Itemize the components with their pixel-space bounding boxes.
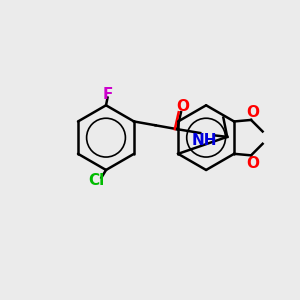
Text: O: O [246,156,259,171]
Text: NH: NH [191,133,217,148]
Text: F: F [102,87,113,102]
Text: O: O [176,99,189,114]
Text: O: O [246,105,259,120]
Text: Cl: Cl [88,173,105,188]
